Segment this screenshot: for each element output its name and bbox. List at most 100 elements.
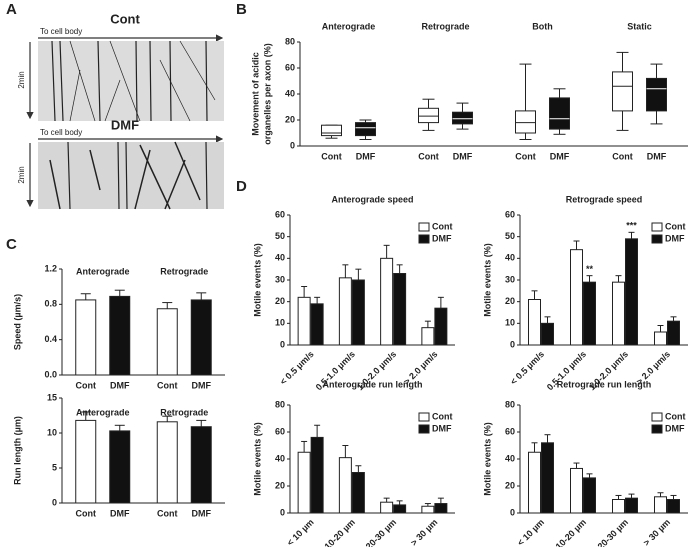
y-tick-label: 0.4: [44, 334, 57, 344]
y-axis-label: Movement of acidic: [250, 52, 260, 136]
legend-swatch: [418, 234, 430, 244]
y-tick-label: 40: [285, 88, 295, 98]
bar: [75, 299, 97, 376]
y-tick-label: 10: [275, 318, 285, 328]
bar: [190, 426, 212, 504]
x-tick-label: Cont: [418, 151, 439, 161]
y-tick-label: 20: [275, 296, 285, 306]
box: [418, 107, 439, 124]
bar: [541, 322, 554, 346]
legend-swatch: [418, 424, 430, 434]
category-label: Static: [627, 21, 652, 31]
bar: [393, 504, 407, 514]
y-tick-label: 0: [510, 339, 515, 349]
legend-swatch: [651, 424, 663, 434]
y-axis-label: Run length (µm): [12, 416, 22, 485]
bar: [351, 279, 365, 346]
legend-label: Cont: [665, 221, 686, 231]
significance: **: [586, 264, 594, 274]
y-tick-label: 60: [505, 426, 515, 436]
legend-swatch: [651, 412, 663, 422]
category-label: Anterograde: [76, 407, 130, 417]
bar: [528, 299, 541, 346]
y-tick-label: 0: [510, 507, 515, 517]
bar: [570, 249, 583, 346]
box: [452, 111, 473, 125]
chart-title: Anterograde speed: [331, 194, 413, 204]
category-label: Anterograde: [76, 266, 130, 276]
y-tick-label: 10: [505, 318, 515, 328]
panel-label: B: [236, 1, 247, 18]
bar: [667, 320, 680, 346]
bar: [338, 457, 352, 514]
x-tick-label: Cont: [612, 151, 633, 161]
y-tick-label: 60: [275, 426, 285, 436]
y-tick-label: 0: [280, 507, 285, 517]
y-tick-label: 60: [505, 209, 515, 219]
bar: [541, 442, 554, 514]
box: [549, 97, 570, 130]
x-tick-label: < 0.5 µm/s: [278, 349, 316, 387]
category-label: Anterograde: [322, 21, 376, 31]
legend-label: Cont: [432, 221, 453, 231]
x-tick-label: DMF: [192, 380, 212, 390]
x-tick-label: 20-30 µm: [596, 517, 630, 547]
y-tick-label: 1.2: [44, 263, 57, 273]
x-tick-label: DMF: [110, 508, 130, 518]
x-tick-label: < 10 µm: [285, 517, 316, 547]
panel-label: D: [236, 178, 247, 195]
bar: [625, 497, 638, 514]
x-tick-label: > 30 µm: [409, 517, 440, 547]
time-label: 2min: [17, 71, 26, 88]
bar: [667, 499, 680, 514]
y-tick-label: 50: [505, 231, 515, 241]
y-axis-label: Motile events (%): [482, 243, 492, 317]
y-tick-label: 30: [505, 274, 515, 284]
bar: [434, 503, 448, 514]
legend-label: DMF: [665, 233, 685, 243]
kymograph-title: DMF: [111, 117, 139, 132]
y-tick-label: 0: [280, 339, 285, 349]
y-tick-label: 50: [275, 231, 285, 241]
legend-swatch: [418, 412, 430, 422]
box: [515, 110, 536, 134]
x-tick-label: > 30 µm: [641, 517, 672, 547]
bar: [434, 307, 448, 346]
chart-title: Retrograde speed: [566, 194, 643, 204]
y-tick-label: 5: [52, 462, 57, 472]
y-tick-label: 40: [505, 453, 515, 463]
bar: [393, 273, 407, 346]
legend-label: DMF: [432, 233, 452, 243]
box: [646, 77, 667, 112]
x-tick-label: Cont: [76, 380, 97, 390]
bar: [297, 296, 311, 346]
y-tick-label: 10: [47, 427, 57, 437]
bar: [654, 496, 667, 514]
y-axis-label: organelles per axon (%): [262, 43, 272, 145]
bar: [612, 281, 625, 346]
bar: [583, 281, 596, 346]
bar: [421, 505, 435, 514]
y-axis-label: Motile events (%): [482, 422, 492, 496]
y-tick-label: 20: [285, 114, 295, 124]
x-tick-label: Cont: [76, 508, 97, 518]
bar: [338, 277, 352, 346]
y-tick-label: 40: [275, 253, 285, 263]
x-tick-label: DMF: [110, 380, 130, 390]
bar: [612, 499, 625, 514]
x-tick-label: Cont: [515, 151, 536, 161]
x-tick-label: Cont: [321, 151, 342, 161]
bar: [625, 238, 638, 346]
bar: [654, 331, 667, 346]
significance: ***: [626, 221, 637, 231]
chart-title: Anterograde run length: [322, 379, 422, 389]
bar: [156, 308, 178, 376]
bar: [109, 430, 131, 504]
kymograph-title: Cont: [110, 11, 140, 26]
y-axis-label: Speed (µm/s): [12, 294, 22, 350]
y-tick-label: 20: [275, 480, 285, 490]
bar: [297, 451, 311, 514]
y-tick-label: 0: [52, 497, 57, 507]
x-tick-label: DMF: [356, 151, 376, 161]
category-label: Retrograde: [421, 21, 469, 31]
